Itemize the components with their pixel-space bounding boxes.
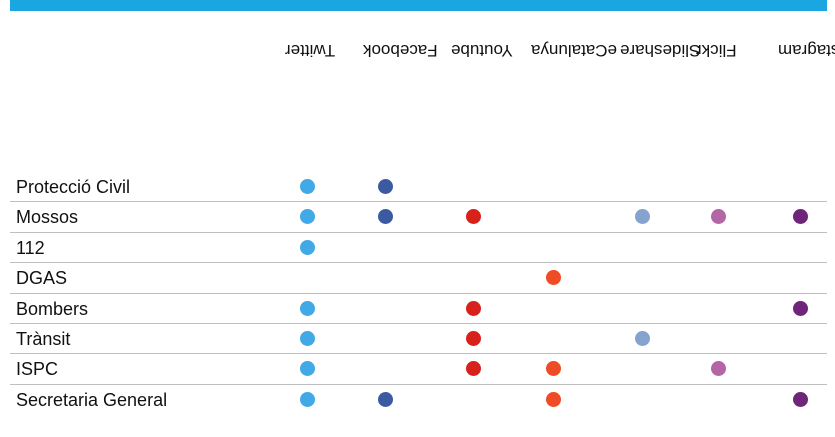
column-header-youtube: Youtube [451,40,513,152]
column-header-instagram: Instagram [778,40,835,152]
row-label: Bombers [16,298,89,319]
column-header-twitter: Twitter [285,40,335,152]
presence-dot-youtube [465,300,481,316]
presence-dot-instagram [792,209,808,225]
presence-dot-ecatalunya [545,270,561,286]
presence-dot-slideshare [634,331,650,346]
presence-dot-twitter [299,361,315,377]
column-header-slideshare: Slideshare [620,40,700,152]
row-separator [10,353,827,354]
column-header-label: Slideshare [620,41,701,60]
column-header-label: eCatalunya [531,41,618,60]
row-label: Mossos [16,207,79,228]
column-header-label: Youtube [451,41,513,60]
presence-dot-flickr [710,209,726,225]
presence-dot-flickr [710,361,726,377]
presence-dot-youtube [465,209,481,225]
presence-dot-twitter [299,391,315,407]
presence-dot-twitter [299,179,315,194]
column-header-label: Flickr [696,41,737,60]
row-label: Trànsit [16,329,71,349]
column-header-label: Twitter [285,41,336,60]
row-separator [10,293,827,294]
presence-dot-twitter [299,331,315,346]
presence-dot-facebook [377,179,393,194]
presence-dot-facebook [377,391,393,407]
row-separator [10,201,827,202]
presence-dot-ecatalunya [545,391,561,407]
row-separator [10,262,827,263]
row-label: Protecció Civil [16,177,131,197]
column-header-ecatalunya: eCatalunya [531,40,617,152]
row-separator [10,384,827,385]
column-header-facebook: Facebook [363,40,438,152]
presence-dot-slideshare [634,209,650,225]
row-label: 112 [16,237,45,258]
column-header-label: Instagram [778,41,835,60]
presence-dot-ecatalunya [545,361,561,377]
presence-dot-instagram [792,391,808,407]
row-label: ISPC [16,359,59,380]
presence-dot-twitter [299,300,315,316]
column-header-flickr: Flickr [696,40,738,152]
accent-bar [10,0,827,11]
presence-dot-twitter [299,209,315,225]
row-label: Secretaria General [16,389,168,410]
presence-dot-twitter [299,239,315,255]
presence-dot-instagram [792,300,808,316]
column-header-label: Facebook [363,41,438,60]
row-label: DGAS [16,268,68,289]
presence-dot-facebook [377,209,393,225]
presence-dot-youtube [465,361,481,377]
row-separator [10,232,827,233]
row-separator [10,323,827,324]
presence-dot-youtube [465,331,481,346]
